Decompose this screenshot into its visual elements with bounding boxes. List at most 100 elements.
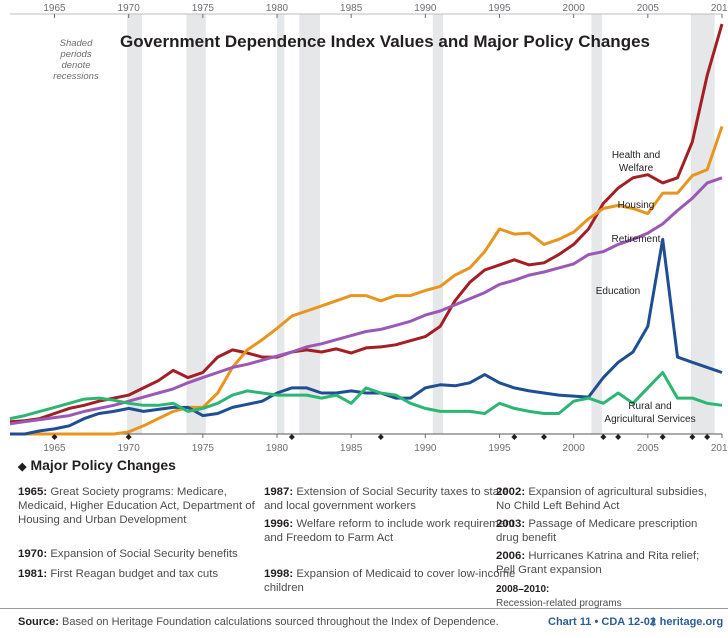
policy-marker xyxy=(541,434,547,440)
policy-marker xyxy=(51,434,58,440)
diamond-icon: ◆ xyxy=(18,461,27,473)
policy-text: Recession-related programs xyxy=(496,598,622,609)
chart-id: Chart 11 • CDA 12-02 xyxy=(548,616,656,628)
top-tick-label: 2000 xyxy=(563,3,586,14)
policy-marker xyxy=(288,434,295,440)
policy-entry: 2002: Expansion of agricultural subsidie… xyxy=(496,485,718,513)
policy-year: 1981: xyxy=(18,568,51,580)
recession-band-6 xyxy=(690,14,715,434)
top-tick-label: 1980 xyxy=(266,3,289,14)
policy-year: 2002: xyxy=(496,486,529,498)
policy-text: Passage of Medicare prescription drug be… xyxy=(496,518,698,544)
series-line-3 xyxy=(10,237,723,436)
recession-band-3 xyxy=(299,14,321,434)
series-line-1 xyxy=(10,126,724,436)
source-text: Based on Heritage Foundation calculation… xyxy=(62,616,499,628)
policy-text: Hurricanes Katrina and Rita relief; Pell… xyxy=(496,550,700,576)
top-tick-label: 1995 xyxy=(488,3,511,14)
bottom-tick-label: 2000 xyxy=(563,443,586,454)
legend-heading-text: Major Policy Changes xyxy=(30,457,176,473)
series-label: Welfare xyxy=(619,163,654,174)
policy-text: Expansion of Social Security benefits xyxy=(50,548,238,560)
site-link[interactable]: ⍋ heritage.org xyxy=(650,616,723,629)
recession-note-line: recessions xyxy=(53,71,99,82)
x-axis: 1965 1965 1970 1970 1975 1975 1980 1980 1985 1985… xyxy=(10,3,728,454)
recession-note-line: periods xyxy=(59,49,91,60)
top-tick-label: 2005 xyxy=(637,3,660,14)
series-label: Health and xyxy=(612,150,660,161)
series-label: Agricultural Services xyxy=(604,414,695,425)
recession-band-0 xyxy=(127,14,143,434)
policy-marker xyxy=(600,434,607,440)
recession-note-line: denote xyxy=(61,60,90,71)
policy-year: 1998: xyxy=(264,568,297,580)
series-labels: Health and Welfare Housing Retirement Educat… xyxy=(596,150,696,425)
policy-marker xyxy=(125,434,132,440)
policy-entry: 1996: Welfare reform to include work req… xyxy=(264,517,516,545)
recession-band-4 xyxy=(432,14,444,434)
bottom-tick-label: 1995 xyxy=(488,443,511,454)
policy-entry: 1970: Expansion of Social Security benef… xyxy=(18,547,270,561)
policy-marker xyxy=(377,434,384,440)
top-tick-label: 1990 xyxy=(414,3,437,14)
bottom-tick-label: 2005 xyxy=(637,443,660,454)
bottom-tick-label: 1970 xyxy=(118,443,141,454)
recession-band-1 xyxy=(186,14,206,434)
policy-entry: 2003: Passage of Medicare prescription d… xyxy=(496,517,718,545)
recession-band-5 xyxy=(591,14,602,434)
policy-year: 2006: xyxy=(496,550,529,562)
policy-legend: ◆ Major Policy Changes 1965: Great Societ… xyxy=(0,455,728,637)
series-lines xyxy=(9,23,724,436)
bottom-tick-label: 1980 xyxy=(266,443,289,454)
policy-text: Great Society programs: Medicare, Medica… xyxy=(18,486,255,526)
series-label: Education xyxy=(596,286,640,297)
policy-year: 2008–2010: xyxy=(496,584,550,595)
policy-text: Expansion of agricultural subsidies, No … xyxy=(496,486,707,512)
series-label: Housing xyxy=(618,200,655,211)
policy-text: Welfare reform to include work requireme… xyxy=(264,518,515,544)
top-tick-label: 1975 xyxy=(192,3,215,14)
chart-title: Government Dependence Index Values and M… xyxy=(120,32,650,51)
legend-heading: ◆ Major Policy Changes xyxy=(18,457,176,473)
policy-year: 1987: xyxy=(264,486,297,498)
bottom-tick-label: 1975 xyxy=(192,443,215,454)
policy-year: 1996: xyxy=(264,518,297,530)
top-tick-label: 1970 xyxy=(118,3,141,14)
policy-marker xyxy=(689,434,696,440)
series-line-0 xyxy=(9,23,724,424)
footer: Source: Based on Heritage Foundation cal… xyxy=(0,608,728,638)
bottom-tick-label: 1965 xyxy=(43,443,66,454)
policy-text: Extension of Social Security taxes to st… xyxy=(264,486,509,512)
policy-year: 2003: xyxy=(496,518,529,530)
liberty-bell-icon: ⍋ xyxy=(650,616,657,628)
top-tick-label: 1985 xyxy=(340,3,363,14)
dependence-line-chart: 1965 1965 1970 1970 1975 1975 1980 1980 1985 1985… xyxy=(9,3,728,454)
recession-band-2 xyxy=(277,14,285,434)
series-line-2 xyxy=(9,176,723,426)
site-text: heritage.org xyxy=(659,616,724,628)
policy-marker xyxy=(511,434,518,440)
policy-year: 1970: xyxy=(18,548,51,560)
series-label: Retirement xyxy=(612,234,661,245)
policy-year: 1965: xyxy=(18,486,51,498)
top-tick-label: 1965 xyxy=(43,3,66,14)
series-line-4 xyxy=(9,371,723,421)
policy-entry: 1965: Great Society programs: Medicare, … xyxy=(18,485,270,527)
policy-marker xyxy=(659,434,666,440)
policy-text: First Reagan budget and tax cuts xyxy=(50,568,219,580)
bottom-tick-label: 2010 xyxy=(711,443,728,454)
policy-entry: 1998: Expansion of Medicaid to cover low… xyxy=(264,567,516,595)
bottom-tick-label: 1990 xyxy=(414,443,437,454)
policy-markers xyxy=(51,434,711,440)
policy-marker xyxy=(615,434,622,440)
series-label: Rural and xyxy=(628,401,671,412)
policy-entry: 1987: Extension of Social Security taxes… xyxy=(264,485,516,513)
source-note: Source: Based on Heritage Foundation cal… xyxy=(18,616,499,628)
source-label: Source: xyxy=(18,616,59,628)
bottom-tick-label: 1985 xyxy=(340,443,363,454)
policy-entry: 1981: First Reagan budget and tax cuts xyxy=(18,567,270,581)
policy-entry: 2006: Hurricanes Katrina and Rita relief… xyxy=(496,549,718,577)
recession-shading xyxy=(127,14,715,434)
policy-marker xyxy=(704,434,711,440)
